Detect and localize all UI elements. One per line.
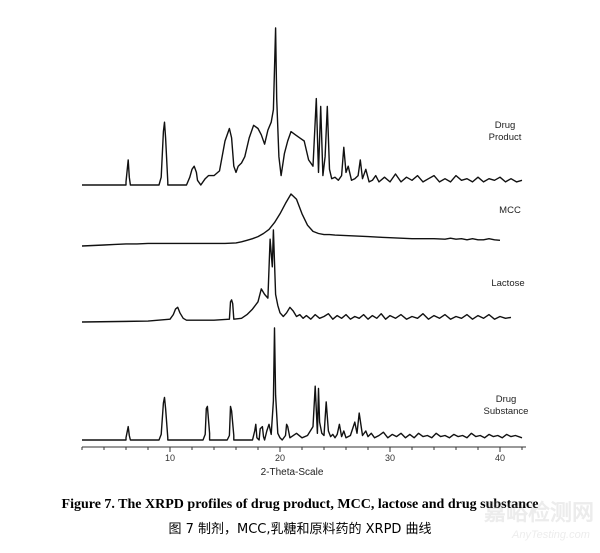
trace-group: [81, 27, 523, 441]
x-tick-label: 10: [165, 453, 175, 463]
x-tick-label: 30: [385, 453, 395, 463]
caption-english: Figure 7. The XRPD profiles of drug prod…: [61, 497, 539, 512]
trace-drug-substance: [82, 327, 523, 441]
trace-lactose: [81, 229, 512, 323]
series-label-lactose: Lactose: [491, 278, 524, 289]
series-label-mcc: MCC: [499, 205, 521, 216]
x-tick-label: 40: [495, 453, 505, 463]
series-label-drug-product: Drug: [495, 120, 516, 131]
trace-drug-product: [82, 27, 523, 186]
x-axis-label: 2-Theta-Scale: [261, 467, 324, 478]
series-label-drug-substance: Substance: [484, 406, 529, 417]
series-label-drug-substance: Drug: [496, 394, 517, 405]
trace-mcc: [81, 193, 501, 247]
x-tick-group: 10 20 30 40: [81, 447, 523, 463]
series-label-drug-product: Product: [489, 132, 522, 143]
x-tick-label: 20: [275, 453, 285, 463]
caption-chinese: 图 7 制剂，MCC,乳糖和原料药的 XRPD 曲线: [168, 522, 432, 537]
